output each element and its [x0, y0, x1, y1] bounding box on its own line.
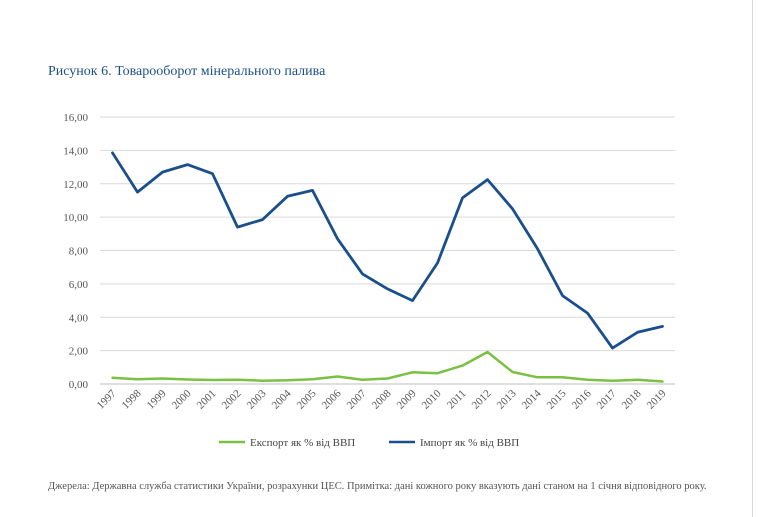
x-tick-label: 2019: [645, 387, 669, 411]
y-tick-label: 6,00: [69, 279, 89, 291]
export-series-line: [111, 350, 664, 383]
y-tick-label: 4,00: [69, 312, 89, 324]
x-tick-label: 2001: [195, 388, 219, 412]
x-axis-ticks: 1997 1998 1999 2000 2001 2002 2003 2004 2005 2006…: [95, 387, 669, 411]
x-tick-label: 1999: [145, 387, 169, 411]
y-axis-ticks: 0,00 2,00 4,00 6,00 8,00 10,00 12,00 14,00 16,00: [63, 112, 88, 391]
y-tick-label: 0,00: [69, 379, 89, 391]
x-tick-label: 2006: [320, 387, 344, 411]
x-tick-label: 2002: [220, 388, 244, 412]
x-tick-label: 2013: [495, 387, 519, 411]
import-series-line: [111, 151, 664, 350]
y-tick-label: 14,00: [63, 145, 88, 157]
x-tick-label: 2003: [245, 387, 269, 411]
y-tick-label: 2,00: [69, 346, 89, 358]
y-tick-label: 8,00: [69, 246, 89, 258]
x-tick-label: 2012: [470, 388, 494, 412]
x-tick-label: 2016: [570, 387, 594, 411]
x-tick-label: 1997: [95, 387, 119, 411]
x-tick-label: 2007: [345, 387, 369, 411]
x-tick-label: 2010: [420, 387, 444, 411]
x-tick-label: 2008: [370, 387, 394, 411]
series-lines: [111, 151, 664, 383]
x-tick-label: 1998: [120, 387, 144, 411]
x-tick-label: 2005: [295, 387, 319, 411]
x-tick-label: 2017: [595, 387, 619, 411]
x-tick-label: 2014: [520, 387, 544, 411]
x-tick-label: 2015: [545, 387, 569, 411]
x-tick-label: 2011: [445, 388, 469, 412]
x-tick-label: 2018: [620, 387, 644, 411]
x-tick-label: 2004: [270, 387, 294, 411]
page-divider: [752, 0, 753, 517]
y-tick-label: 10,00: [63, 212, 88, 224]
y-tick-label: 12,00: [63, 179, 88, 191]
legend-label: Імпорт як % від ВВП: [420, 437, 519, 449]
y-tick-label: 16,00: [63, 112, 88, 124]
gridlines: [100, 116, 675, 385]
x-tick-label: 2009: [395, 387, 419, 411]
x-tick-label: 2000: [170, 387, 194, 411]
legend: Експорт як % від ВВП Імпорт як % від ВВП: [219, 437, 519, 449]
legend-label: Експорт як % від ВВП: [250, 437, 355, 449]
figure-title: Рисунок 6. Товарооборот мінерального пал…: [48, 64, 326, 79]
source-note: Джерела: Державна служба статистики Укра…: [48, 481, 707, 492]
